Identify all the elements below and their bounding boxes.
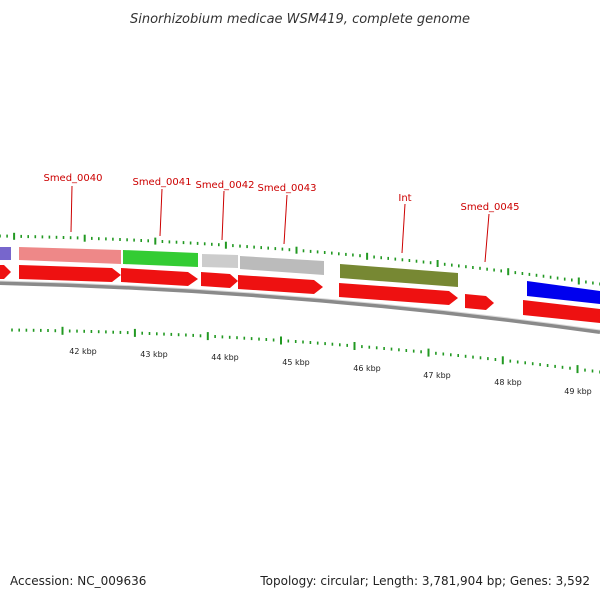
leader-smed-0041	[159, 188, 163, 237]
cds-arrow	[19, 265, 121, 282]
leader-smed-0043	[283, 194, 288, 245]
scale-label-44kbp: 44 kbp	[211, 353, 239, 362]
cds-arrow	[201, 272, 238, 288]
cds-arrow	[0, 265, 11, 279]
scale-label-46kbp: 46 kbp	[353, 364, 381, 373]
feature-band-track	[0, 247, 600, 304]
feature-band-blue	[527, 281, 600, 304]
cds-arrow	[523, 300, 600, 323]
feature-band-pink	[19, 247, 121, 264]
label-smed-0041: Smed_0041	[132, 177, 191, 188]
cds-arrow-track	[0, 265, 600, 323]
genome-backbone	[0, 281, 600, 334]
cds-arrow	[121, 268, 198, 286]
scale-label-group: 42 kbp 43 kbp 44 kbp 45 kbp 46 kbp 47 kb…	[69, 347, 592, 396]
accession-text: Accession: NC_009636	[10, 574, 146, 588]
genome-stats-text: Topology: circular; Length: 3,781,904 bp…	[259, 574, 590, 588]
cds-arrow	[465, 294, 494, 310]
leader-smed-0040	[70, 185, 73, 233]
inner-tick-track	[11, 326, 600, 374]
scale-label-43kbp: 43 kbp	[140, 350, 168, 359]
feature-band-blue-violet	[0, 247, 11, 260]
gene-label-group: Smed_0040 Smed_0041 Smed_0042 Smed_0043 …	[43, 173, 520, 263]
feature-band-olive	[340, 264, 458, 287]
feature-band-light-gray	[202, 254, 238, 268]
scale-label-45kbp: 45 kbp	[282, 358, 310, 367]
scale-label-49kbp: 49 kbp	[564, 387, 592, 396]
feature-band-green	[123, 250, 198, 267]
cds-arrow	[238, 275, 323, 294]
leader-smed-0045	[484, 213, 490, 263]
scale-label-42kbp: 42 kbp	[69, 347, 97, 356]
scale-label-48kbp: 48 kbp	[494, 378, 522, 387]
label-int: Int	[398, 193, 411, 204]
leader-int	[401, 203, 406, 254]
scale-label-47kbp: 47 kbp	[423, 371, 451, 380]
leader-smed-0042	[221, 190, 225, 241]
map-title: Sinorhizobium medicae WSM419, complete g…	[130, 12, 470, 27]
label-smed-0042: Smed_0042	[195, 180, 254, 191]
outer-tick-track	[0, 232, 600, 286]
label-smed-0043: Smed_0043	[257, 183, 316, 194]
feature-band-gray	[240, 256, 324, 275]
label-smed-0045: Smed_0045	[460, 202, 519, 213]
label-smed-0040: Smed_0040	[43, 173, 102, 184]
genome-backbone-highlight	[0, 280, 600, 331]
cds-arrow	[339, 283, 458, 305]
